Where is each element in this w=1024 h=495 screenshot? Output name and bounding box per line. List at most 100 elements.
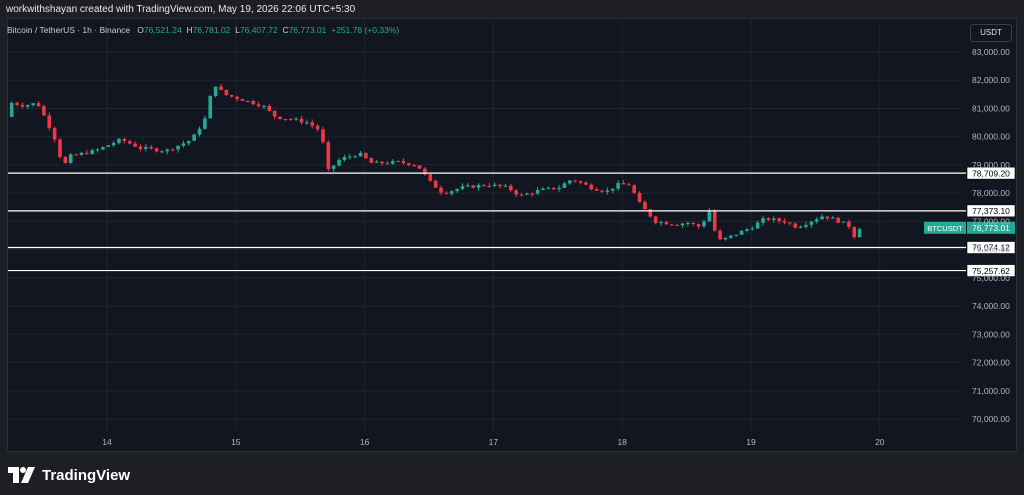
candle bbox=[407, 162, 411, 167]
candle bbox=[648, 208, 653, 218]
currency-button[interactable]: USDT bbox=[970, 24, 1012, 42]
candle bbox=[455, 188, 459, 194]
candle bbox=[213, 86, 218, 98]
candle bbox=[519, 192, 524, 197]
candle bbox=[857, 227, 862, 238]
candle bbox=[541, 187, 545, 191]
symbol-legend: Bitcoin / TetherUS · 1h · Binance O76,52… bbox=[7, 25, 399, 35]
price-tick-label: 79,000.00 bbox=[972, 160, 1010, 170]
candle bbox=[186, 140, 191, 146]
candle bbox=[466, 182, 470, 188]
price-tick-label: 75,000.00 bbox=[972, 273, 1010, 283]
candle bbox=[530, 192, 535, 197]
candle bbox=[568, 179, 572, 185]
grid-lines bbox=[8, 20, 962, 432]
candle bbox=[208, 95, 213, 119]
candle bbox=[739, 229, 744, 235]
tradingview-logo[interactable]: TradingView bbox=[8, 466, 130, 484]
candle bbox=[229, 94, 234, 98]
candle bbox=[251, 99, 255, 106]
candle bbox=[777, 217, 781, 224]
level-label-box bbox=[966, 241, 1016, 254]
candle bbox=[718, 228, 722, 240]
candle bbox=[288, 117, 293, 122]
candle bbox=[321, 126, 325, 144]
candle bbox=[761, 215, 765, 226]
candle bbox=[594, 187, 599, 192]
candle bbox=[315, 124, 320, 132]
candle bbox=[573, 179, 577, 183]
candle bbox=[331, 165, 336, 172]
candle bbox=[176, 145, 180, 153]
candle bbox=[305, 119, 309, 125]
candle bbox=[798, 225, 803, 229]
candle bbox=[745, 227, 749, 233]
candle bbox=[353, 155, 357, 159]
candle bbox=[385, 161, 390, 165]
candle bbox=[101, 146, 105, 151]
candle bbox=[702, 219, 706, 228]
candle bbox=[111, 140, 116, 148]
candle bbox=[498, 184, 502, 189]
candle bbox=[830, 215, 835, 219]
candle bbox=[256, 101, 261, 108]
price-tick-label: 70,000.00 bbox=[972, 414, 1010, 424]
candle bbox=[294, 117, 298, 121]
candle bbox=[605, 187, 610, 195]
candle bbox=[36, 101, 41, 107]
candle bbox=[31, 102, 35, 107]
level-label-box bbox=[966, 264, 1016, 277]
candle bbox=[20, 102, 25, 109]
candle bbox=[578, 180, 583, 185]
candle bbox=[47, 112, 52, 131]
candle bbox=[74, 153, 78, 156]
level-label: 75,257.62 bbox=[972, 266, 1010, 276]
candle bbox=[380, 161, 384, 166]
candle bbox=[337, 157, 341, 167]
candle bbox=[675, 223, 679, 226]
candle bbox=[707, 207, 712, 222]
change-value: +251.78 (+0.33%) bbox=[331, 25, 400, 35]
price-tick-label: 76,000.00 bbox=[972, 245, 1010, 255]
candle bbox=[219, 83, 223, 91]
candle bbox=[847, 219, 851, 229]
candle bbox=[267, 103, 272, 112]
candle bbox=[653, 215, 658, 225]
candle bbox=[181, 140, 186, 148]
high-value: 76,781.02 bbox=[192, 25, 231, 35]
candle bbox=[364, 152, 368, 159]
candle bbox=[514, 189, 518, 198]
candle bbox=[144, 144, 148, 152]
candle bbox=[283, 118, 288, 121]
level-label-box bbox=[966, 204, 1016, 218]
candle bbox=[423, 167, 427, 176]
candle bbox=[696, 223, 701, 229]
chart-header: workwithshayan created with TradingView.… bbox=[6, 4, 356, 15]
candle bbox=[85, 150, 89, 155]
candle bbox=[584, 181, 588, 185]
price-tick-label: 74,000.00 bbox=[972, 301, 1010, 311]
time-tick-label: 20 bbox=[875, 437, 885, 447]
high-label: H bbox=[186, 25, 193, 35]
candle bbox=[729, 235, 733, 240]
candle bbox=[508, 183, 513, 193]
candle bbox=[589, 183, 594, 191]
candle bbox=[310, 119, 315, 129]
candle bbox=[90, 148, 94, 155]
candle bbox=[600, 189, 604, 194]
candle bbox=[664, 220, 669, 225]
candle bbox=[401, 158, 406, 165]
candle bbox=[433, 179, 438, 188]
low-value: 76,407.72 bbox=[239, 25, 278, 35]
open-label: O bbox=[137, 25, 144, 35]
candle bbox=[342, 154, 347, 162]
price-tick-label: 81,000.00 bbox=[972, 103, 1010, 113]
candle bbox=[766, 217, 771, 222]
candle bbox=[669, 223, 674, 226]
candle bbox=[482, 183, 486, 187]
candle bbox=[659, 220, 663, 226]
last-price-label: 76,773.01 bbox=[972, 223, 1010, 233]
candle bbox=[68, 153, 73, 164]
horizontal-levels: 78,709.20 77,373.10 76,074.12 75,257.62 BTCU… bbox=[8, 166, 1016, 277]
